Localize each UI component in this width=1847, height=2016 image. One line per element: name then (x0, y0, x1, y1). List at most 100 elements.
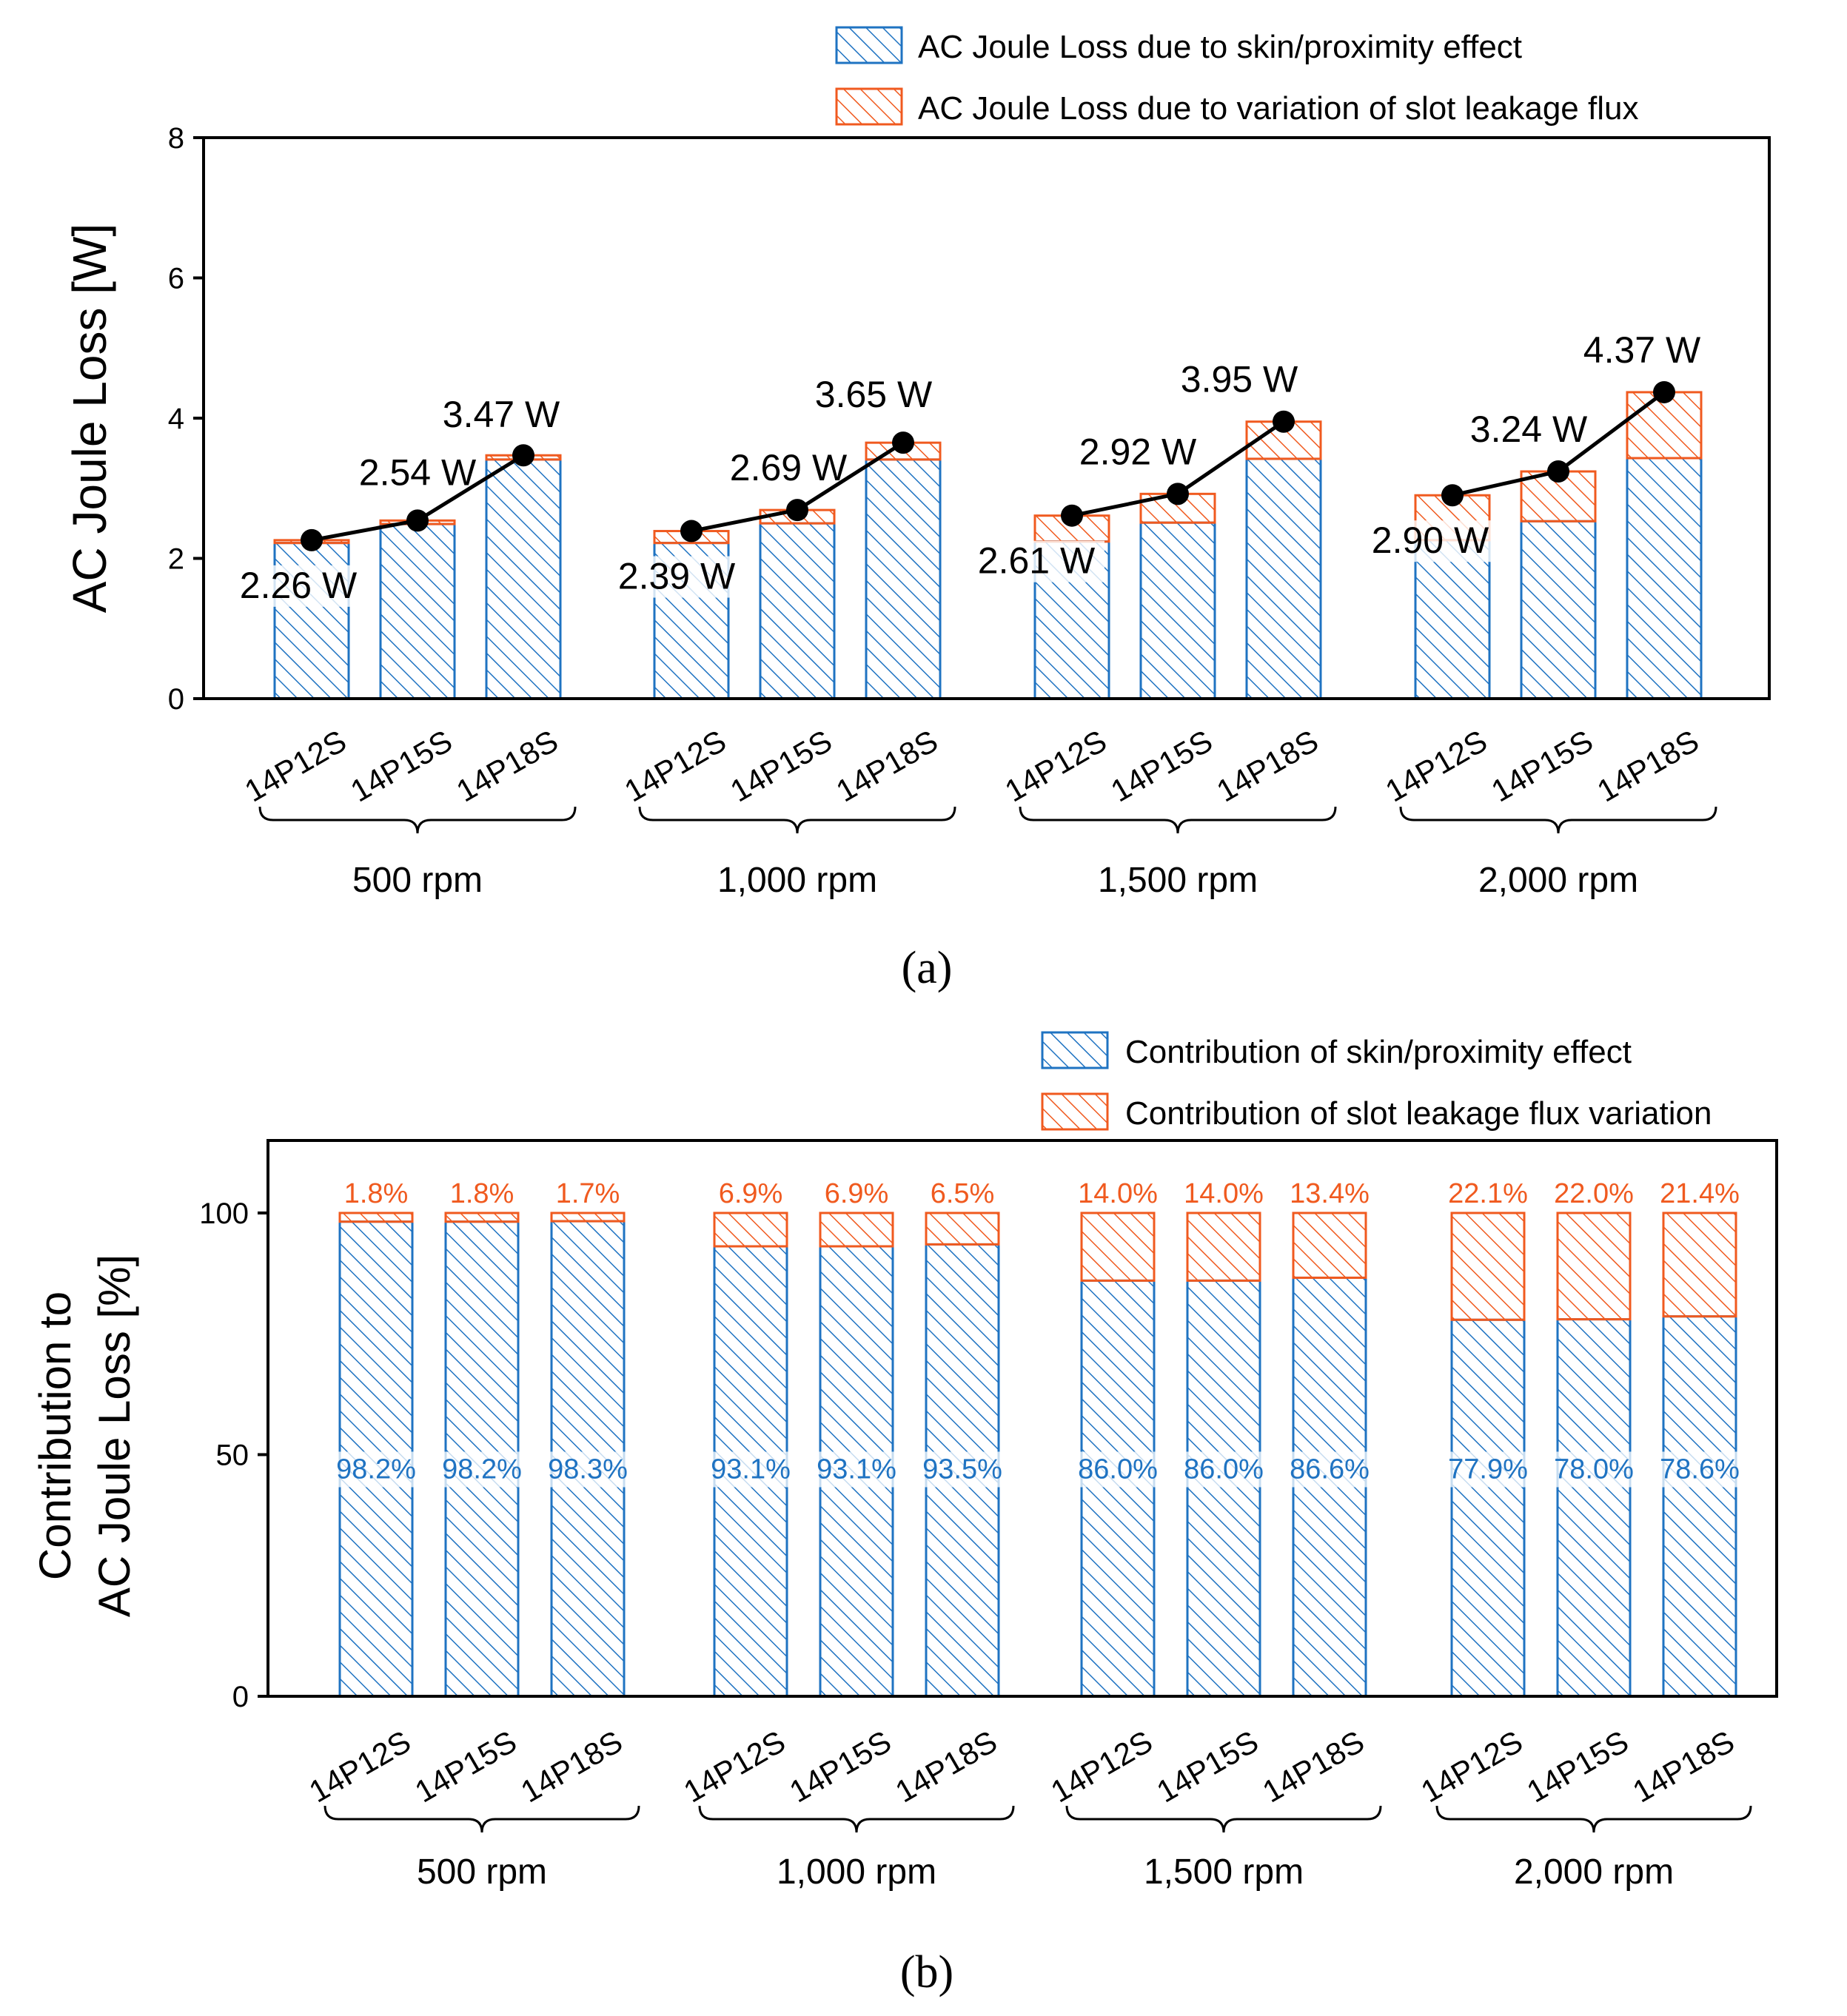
slot-percent-label: 14.0% (1184, 1178, 1264, 1209)
slot-percent-label: 6.9% (825, 1178, 889, 1209)
plot-frame-a (202, 136, 1771, 700)
x-category-label: 14P15S (409, 1724, 523, 1809)
total-marker (892, 431, 914, 454)
legend-b-slot-swatch (1041, 1092, 1109, 1131)
total-marker (512, 444, 534, 467)
bar-skin-proximity (1139, 521, 1216, 700)
total-value-label: 2.90 W (1372, 520, 1489, 561)
bar-skin-proximity (1450, 1318, 1526, 1698)
bar-slot-leakage (338, 1212, 414, 1223)
bar-slot-leakage (1080, 1212, 1156, 1282)
group-brace (258, 806, 577, 834)
slot-percent-label: 22.1% (1448, 1178, 1528, 1209)
bar-slot-leakage (1556, 1212, 1632, 1321)
x-category-label: 14P12S (304, 1724, 417, 1809)
legend-a-skin-swatch (835, 26, 903, 64)
legend-b-skin-label: Contribution of skin/proximity effect (1125, 1034, 1632, 1070)
total-value-label: 2.69 W (730, 447, 848, 488)
x-category-label: 14P12S (239, 723, 352, 808)
group-brace (698, 1805, 1015, 1833)
x-group-label: 500 rpm (417, 1852, 547, 1892)
y-axis-title-b-line1: Contribution to (30, 1291, 80, 1580)
total-value-label: 3.65 W (815, 374, 933, 415)
x-category-label: 14P15S (1486, 723, 1599, 808)
group-brace (638, 806, 956, 834)
y-tick-label: 4 (168, 403, 184, 435)
x-category-label: 14P12S (999, 723, 1113, 808)
total-labels-a: 2.26 W 2.54 W 3.47 W 2.39 W 2.69 W 3.65 W 2.61… (230, 329, 1701, 607)
skin-label-backdrop (705, 1451, 797, 1488)
total-marker (406, 509, 429, 532)
total-value-label: 3.24 W (1470, 409, 1588, 450)
x-category-label: 14P15S (1521, 1724, 1635, 1809)
skin-label-backdrop (1548, 1451, 1640, 1488)
x-category-label: 14P18S (1257, 1724, 1370, 1809)
skin-label-backdrop (916, 1451, 1008, 1488)
total-label-backdrop (968, 540, 1104, 582)
skin-percent-label: 98.2% (442, 1454, 522, 1485)
x-category-label: 14P15S (1151, 1724, 1264, 1809)
x-category-label: 14P12S (1380, 723, 1493, 808)
skin-label-backdrop (1654, 1451, 1746, 1488)
x-category-label: 14P15S (784, 1724, 897, 1809)
skin-percent-label: 86.0% (1078, 1454, 1158, 1485)
slot-percent-label: 6.5% (931, 1178, 995, 1209)
skin-percent-label: 78.0% (1554, 1454, 1634, 1485)
total-marker (1653, 380, 1675, 403)
legend-b: Contribution of skin/proximity effect Co… (1041, 1031, 1712, 1132)
x-group-label: 1,500 rpm (1144, 1852, 1304, 1892)
x-category-label: 14P15S (725, 723, 838, 808)
total-value-label: 2.54 W (359, 451, 477, 493)
panel-label-b: (b) (900, 1947, 953, 1997)
slot-percent-label: 1.8% (450, 1178, 514, 1209)
legend-a-slot-swatch (835, 87, 903, 126)
bar-slot-leakage (444, 1212, 520, 1223)
bar-skin-proximity (1186, 1279, 1261, 1698)
total-value-label: 2.92 W (1079, 431, 1197, 472)
skin-percent-label: 86.0% (1184, 1454, 1264, 1485)
percent-labels-b: 1.8% 98.2% 1.8% 98.2% 1.7% 98.3% 6.9% 93.1% 6.9%… (330, 1178, 1746, 1488)
y-tick-label: 0 (232, 1681, 249, 1713)
x-category-label: 14P18S (1211, 723, 1324, 808)
x-category-label: 14P18S (515, 1724, 628, 1809)
x-group-label: 2,000 rpm (1478, 861, 1638, 900)
skin-label-backdrop (1284, 1451, 1375, 1488)
skin-percent-label: 93.5% (922, 1454, 1002, 1485)
x-group-label: 2,000 rpm (1514, 1852, 1674, 1892)
skin-label-backdrop (1442, 1451, 1534, 1488)
y-tick-label: 2 (168, 543, 184, 576)
total-label-backdrop (230, 565, 366, 607)
bar-slot-leakage (925, 1212, 1000, 1246)
bar-slot-leakage (819, 1212, 894, 1248)
skin-label-backdrop (436, 1451, 528, 1488)
legend-a-slot-label: AC Joule Loss due to variation of slot l… (918, 90, 1638, 127)
x-category-label: 14P12S (1415, 1724, 1529, 1809)
skin-percent-label: 86.6% (1290, 1454, 1370, 1485)
bar-skin-proximity (485, 458, 562, 700)
x-category-label: 14P12S (619, 723, 732, 808)
bar-skin-proximity (1080, 1279, 1156, 1698)
plot-frame-b (267, 1139, 1778, 1698)
slot-percent-label: 6.9% (719, 1178, 783, 1209)
group-brace (324, 1805, 640, 1833)
x-category-label: 14P15S (1105, 723, 1219, 808)
skin-percent-label: 77.9% (1448, 1454, 1528, 1485)
bar-skin-proximity (1245, 457, 1322, 700)
total-value-label: 2.39 W (618, 556, 736, 597)
x-category-label: 14P18S (831, 723, 944, 808)
y-tick-label: 6 (168, 263, 184, 295)
skin-percent-label: 98.3% (548, 1454, 628, 1485)
legend-a-skin-label: AC Joule Loss due to skin/proximity effe… (918, 29, 1522, 65)
total-marker (1273, 410, 1295, 433)
x-category-label: 14P18S (890, 1724, 1003, 1809)
slot-percent-label: 1.8% (344, 1178, 409, 1209)
y-tick-label: 0 (168, 683, 184, 716)
slot-percent-label: 13.4% (1290, 1178, 1370, 1209)
x-category-label: 14P12S (678, 1724, 791, 1809)
total-value-label: 2.61 W (978, 540, 1096, 582)
bar-slot-leakage (550, 1212, 626, 1223)
bar-skin-proximity (1556, 1318, 1632, 1698)
total-line-a (301, 380, 1675, 551)
